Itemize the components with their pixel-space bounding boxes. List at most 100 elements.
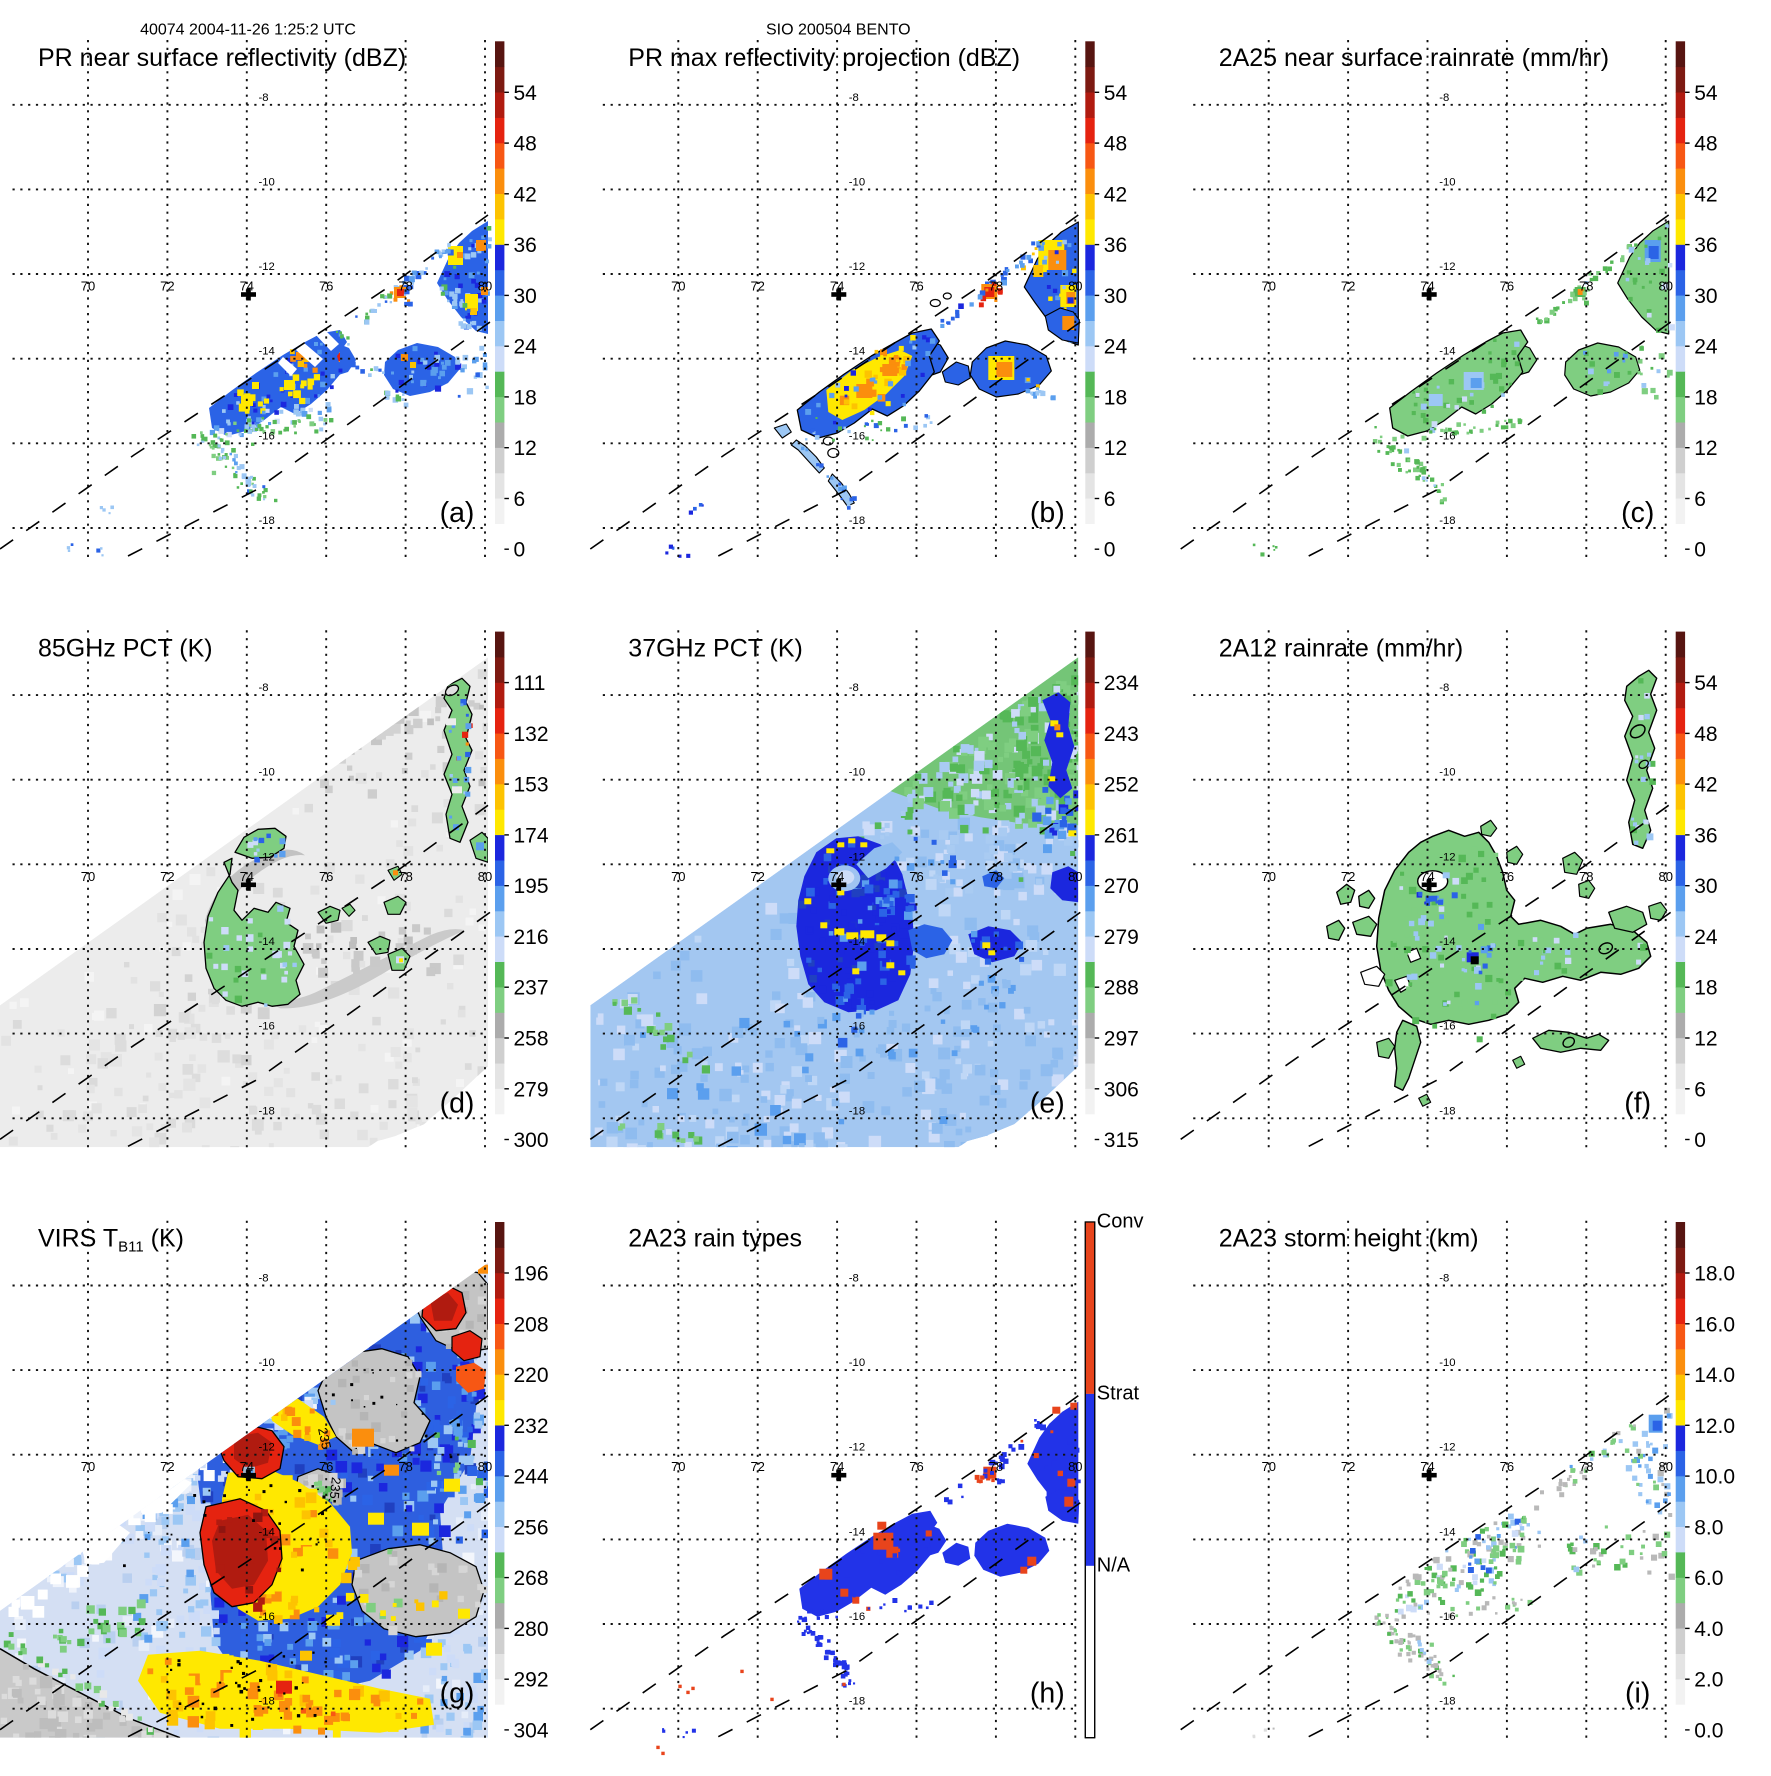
- svg-text:292: 292: [514, 1669, 549, 1692]
- svg-text:36: 36: [1104, 234, 1127, 257]
- svg-text:270: 270: [1104, 875, 1139, 898]
- svg-text:(b): (b): [1030, 497, 1065, 529]
- svg-text:306: 306: [1104, 1078, 1139, 1101]
- svg-text:(f): (f): [1624, 1087, 1651, 1119]
- svg-text:111: 111: [514, 672, 546, 695]
- svg-text:132: 132: [514, 723, 549, 746]
- svg-text:12: 12: [514, 437, 537, 460]
- svg-text:6: 6: [1694, 1078, 1706, 1101]
- svg-text:18: 18: [1104, 386, 1127, 409]
- svg-text:30: 30: [1104, 285, 1127, 308]
- svg-text:244: 244: [514, 1466, 549, 1489]
- svg-text:12: 12: [1694, 437, 1717, 460]
- svg-text:PR near surface reflectivity (: PR near surface reflectivity (dBZ): [38, 44, 406, 72]
- svg-text:2A25 near surface rainrate (mm: 2A25 near surface rainrate (mm/hr): [1219, 44, 1609, 72]
- svg-text:30: 30: [1694, 285, 1717, 308]
- svg-text:288: 288: [1104, 977, 1139, 1000]
- svg-text:48: 48: [1694, 133, 1717, 156]
- svg-text:(d): (d): [440, 1087, 475, 1119]
- svg-text:220: 220: [514, 1364, 549, 1387]
- svg-text:10.0: 10.0: [1694, 1466, 1735, 1489]
- svg-text:14.0: 14.0: [1694, 1364, 1735, 1387]
- svg-text:4.0: 4.0: [1694, 1618, 1723, 1641]
- svg-text:54: 54: [1694, 82, 1718, 105]
- svg-text:0: 0: [1104, 539, 1116, 562]
- svg-text:36: 36: [1694, 824, 1717, 847]
- svg-text:18: 18: [1694, 977, 1717, 1000]
- svg-text:232: 232: [514, 1415, 549, 1438]
- svg-text:42: 42: [514, 183, 537, 206]
- svg-text:243: 243: [1104, 723, 1139, 746]
- svg-text:315: 315: [1104, 1129, 1139, 1152]
- svg-text:18.0: 18.0: [1694, 1263, 1735, 1286]
- svg-text:304: 304: [514, 1719, 549, 1742]
- svg-text:24: 24: [514, 336, 538, 359]
- svg-text:48: 48: [1694, 723, 1717, 746]
- svg-text:PR max reflectivity projection: PR max reflectivity projection (dBZ): [628, 44, 1020, 72]
- svg-text:216: 216: [514, 926, 549, 949]
- svg-text:48: 48: [514, 133, 537, 156]
- svg-text:153: 153: [514, 774, 549, 797]
- svg-text:237: 237: [514, 977, 549, 1000]
- svg-text:6: 6: [1694, 488, 1706, 511]
- svg-text:(e): (e): [1030, 1087, 1065, 1119]
- svg-text:16.0: 16.0: [1694, 1313, 1735, 1336]
- svg-text:30: 30: [514, 285, 537, 308]
- svg-text:24: 24: [1694, 926, 1718, 949]
- svg-text:279: 279: [514, 1078, 549, 1101]
- svg-text:36: 36: [514, 234, 537, 257]
- svg-text:48: 48: [1104, 133, 1127, 156]
- svg-text:235: 235: [315, 1426, 334, 1450]
- svg-text:297: 297: [1104, 1028, 1139, 1051]
- svg-text:(h): (h): [1030, 1678, 1065, 1710]
- svg-text:279: 279: [1104, 926, 1139, 949]
- svg-text:54: 54: [1694, 672, 1718, 695]
- svg-text:(c): (c): [1621, 497, 1654, 529]
- svg-text:37GHz PCT (K): 37GHz PCT (K): [628, 634, 803, 662]
- svg-text:195: 195: [514, 875, 549, 898]
- svg-text:SIO 200504 BENTO: SIO 200504 BENTO: [766, 22, 911, 39]
- svg-text:Strat: Strat: [1097, 1382, 1140, 1404]
- svg-text:256: 256: [514, 1516, 549, 1539]
- svg-text:174: 174: [514, 824, 549, 847]
- svg-text:234: 234: [1104, 672, 1139, 695]
- svg-text:54: 54: [1104, 82, 1128, 105]
- svg-text:0.0: 0.0: [1694, 1719, 1723, 1742]
- svg-text:36: 36: [1694, 234, 1717, 257]
- svg-text:VIRS TB11 (K): VIRS TB11 (K): [38, 1225, 184, 1256]
- svg-text:N/A: N/A: [1097, 1554, 1131, 1576]
- svg-text:300: 300: [514, 1129, 549, 1152]
- svg-text:2.0: 2.0: [1694, 1669, 1723, 1692]
- svg-text:54: 54: [514, 82, 538, 105]
- svg-text:0: 0: [1694, 539, 1706, 562]
- svg-text:(a): (a): [440, 497, 475, 529]
- svg-text:42: 42: [1104, 183, 1127, 206]
- svg-text:12: 12: [1104, 437, 1127, 460]
- svg-text:85GHz PCT (K): 85GHz PCT (K): [38, 634, 213, 662]
- svg-text:268: 268: [514, 1567, 549, 1590]
- svg-text:12.0: 12.0: [1694, 1415, 1735, 1438]
- svg-text:6.0: 6.0: [1694, 1567, 1723, 1590]
- svg-text:(i): (i): [1625, 1678, 1650, 1710]
- svg-text:6: 6: [514, 488, 526, 511]
- svg-text:252: 252: [1104, 774, 1139, 797]
- svg-text:2A12 rainrate (mm/hr): 2A12 rainrate (mm/hr): [1219, 634, 1464, 662]
- svg-text:(g): (g): [440, 1678, 475, 1710]
- svg-text:12: 12: [1694, 1028, 1717, 1051]
- svg-text:18: 18: [514, 386, 537, 409]
- svg-text:2A23 storm height (km): 2A23 storm height (km): [1219, 1225, 1479, 1253]
- svg-text:258: 258: [514, 1028, 549, 1051]
- svg-text:Conv: Conv: [1097, 1211, 1144, 1233]
- svg-text:24: 24: [1694, 336, 1718, 359]
- svg-text:6: 6: [1104, 488, 1116, 511]
- svg-text:0: 0: [1694, 1129, 1706, 1152]
- svg-text:208: 208: [514, 1313, 549, 1336]
- svg-text:30: 30: [1694, 875, 1717, 898]
- svg-text:18: 18: [1694, 386, 1717, 409]
- svg-text:0: 0: [514, 539, 526, 562]
- svg-text:280: 280: [514, 1618, 549, 1641]
- svg-text:42: 42: [1694, 774, 1717, 797]
- svg-text:24: 24: [1104, 336, 1128, 359]
- svg-text:2A23 rain types: 2A23 rain types: [628, 1225, 802, 1253]
- svg-text:196: 196: [514, 1263, 549, 1286]
